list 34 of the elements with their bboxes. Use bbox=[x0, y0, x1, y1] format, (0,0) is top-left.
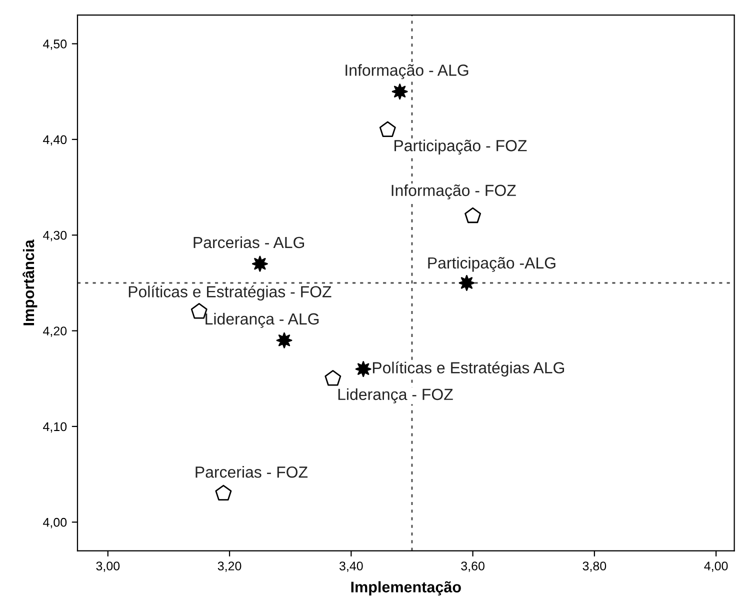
annotation: Liderança - FOZ bbox=[338, 388, 453, 404]
y-axis-title: Importância bbox=[22, 240, 38, 326]
x-tick-label: 3,20 bbox=[218, 562, 242, 572]
y-tick-label: 4,10 bbox=[43, 422, 67, 433]
x-tick-label: 3,40 bbox=[339, 562, 363, 572]
annotation: Liderança - ALG bbox=[206, 312, 319, 328]
point bbox=[355, 361, 372, 378]
annotation: Participação - FOZ bbox=[394, 140, 527, 155]
y-tick-label: 4,00 bbox=[43, 518, 67, 528]
x-axis-title: Implementação bbox=[351, 581, 461, 596]
y-tick-label: 4,50 bbox=[43, 40, 67, 50]
point bbox=[392, 84, 408, 100]
annotation: Parcerias - ALG bbox=[194, 236, 304, 248]
point bbox=[276, 332, 292, 348]
y-tick-label: 4,20 bbox=[43, 326, 67, 337]
annotation: Políticas e Estratégias ALG bbox=[372, 362, 564, 377]
annotation: Políticas e Estratégias - FOZ bbox=[128, 285, 332, 301]
x-tick-label: 3,60 bbox=[461, 562, 484, 572]
annotation: Participação -ALG bbox=[428, 256, 556, 272]
point bbox=[458, 274, 475, 291]
point bbox=[379, 121, 396, 137]
x-tick-label: 3,00 bbox=[96, 562, 120, 572]
point bbox=[464, 207, 482, 224]
point bbox=[190, 303, 208, 319]
point bbox=[215, 484, 232, 501]
annotation: Informação - FOZ bbox=[392, 184, 516, 200]
point bbox=[324, 370, 342, 386]
annotation: Informação - ALG bbox=[346, 64, 468, 80]
annotation: Parcerias - FOZ bbox=[196, 466, 308, 478]
y-tick-label: 4,40 bbox=[43, 135, 67, 146]
x-tick-label: 3,80 bbox=[582, 562, 606, 572]
y-tick-label: 4,30 bbox=[43, 230, 67, 242]
x-tick-label: 4,00 bbox=[704, 562, 728, 572]
point bbox=[252, 256, 268, 272]
